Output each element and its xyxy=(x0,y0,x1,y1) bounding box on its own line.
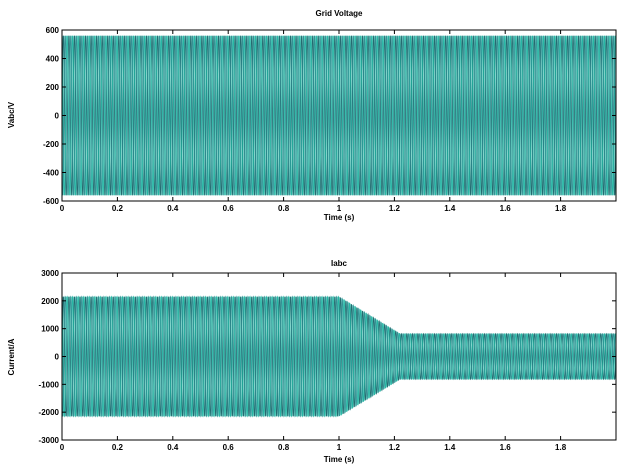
chart-title: Iabc xyxy=(331,259,348,268)
x-tick-label: 0.2 xyxy=(112,443,124,452)
y-tick-label: -1000 xyxy=(39,380,60,389)
y-tick-label: 0 xyxy=(55,353,60,362)
x-tick-label: 1 xyxy=(337,443,342,452)
voltage-traces xyxy=(62,35,616,196)
grid-voltage-chart: Grid Voltage 0 0.2 0.4 0.6 0.8 1 1.2 1.4 1.6 1.8 -… xyxy=(7,9,617,222)
axis-ticks: 0 0.2 0.4 0.6 0.8 1 1.2 1.4 1.6 1.8 -600 -400 -200 0 2… xyxy=(43,26,616,213)
chart-title: Grid Voltage xyxy=(316,9,364,18)
phase-2-line xyxy=(62,295,616,418)
phase-3-line xyxy=(62,35,616,196)
x-tick-label: 1.8 xyxy=(555,443,567,452)
x-tick-label: 1.4 xyxy=(444,443,456,452)
y-tick-label: 1000 xyxy=(41,325,59,334)
phase-2-line xyxy=(62,35,616,196)
x-tick-label: 0.4 xyxy=(167,204,179,213)
phase-3-line xyxy=(62,295,616,418)
y-tick-label: 200 xyxy=(46,83,60,92)
current-traces xyxy=(62,295,616,418)
y-axis-label: Vabc/V xyxy=(7,101,16,128)
y-tick-label: 3000 xyxy=(41,269,59,278)
x-tick-label: 0.6 xyxy=(223,204,235,213)
y-tick-label: -200 xyxy=(43,140,60,149)
x-tick-label: 1.2 xyxy=(389,204,401,213)
x-tick-label: 1.6 xyxy=(500,204,512,213)
y-tick-label: 2000 xyxy=(41,297,59,306)
y-tick-label: -600 xyxy=(43,197,60,206)
x-tick-label: 0 xyxy=(60,443,65,452)
x-tick-label: 1.8 xyxy=(555,204,567,213)
x-tick-label: 0.4 xyxy=(167,443,179,452)
phase-1-line xyxy=(62,35,616,196)
x-tick-label: 1.6 xyxy=(500,443,512,452)
y-tick-label: -400 xyxy=(43,169,60,178)
x-tick-label: 1.2 xyxy=(389,443,401,452)
x-tick-label: 0 xyxy=(60,204,65,213)
y-tick-label: -3000 xyxy=(39,436,60,445)
y-tick-label: 0 xyxy=(55,112,60,121)
x-tick-label: 0.2 xyxy=(112,204,124,213)
iabc-current-chart: Iabc 0 0.2 0.4 0.6 0.8 1 1.2 1.4 1.6 1.8 -3000 -200… xyxy=(7,259,617,464)
x-axis-label: Time (s) xyxy=(324,455,355,464)
x-tick-label: 0.8 xyxy=(278,204,290,213)
y-tick-label: -2000 xyxy=(39,408,60,417)
y-axis-label: Current/A xyxy=(7,338,16,375)
y-tick-label: 400 xyxy=(46,55,60,64)
axis-ticks: 0 0.2 0.4 0.6 0.8 1 1.2 1.4 1.6 1.8 -3000 -2000 -100… xyxy=(39,269,616,452)
x-tick-label: 1.4 xyxy=(444,204,456,213)
x-tick-label: 1 xyxy=(337,204,342,213)
x-tick-label: 0.8 xyxy=(278,443,290,452)
phase-1-line xyxy=(62,296,616,417)
x-tick-label: 0.6 xyxy=(223,443,235,452)
x-axis-label: Time (s) xyxy=(324,213,355,222)
y-tick-label: 600 xyxy=(46,26,60,35)
